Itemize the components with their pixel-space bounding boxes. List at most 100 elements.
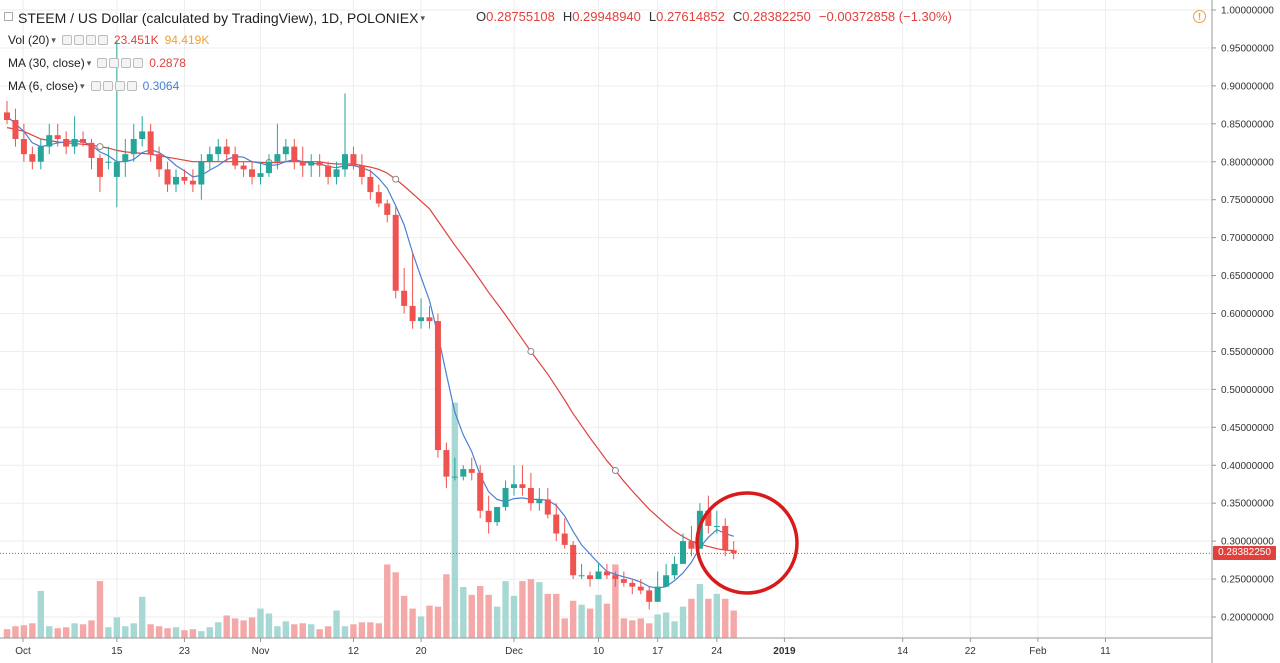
time-tick-label: 23 bbox=[179, 646, 191, 657]
candle-body bbox=[544, 499, 551, 515]
price-tick-label: 0.50000000 bbox=[1221, 385, 1274, 396]
price-axis[interactable]: 1.00000000 0.95000000 0.90000000 0.85000000… bbox=[1211, 0, 1274, 663]
volume-bar bbox=[451, 402, 459, 638]
volume-bar bbox=[713, 593, 720, 638]
time-tick-label: 24 bbox=[711, 646, 723, 657]
price-tick-label: 0.25000000 bbox=[1221, 575, 1274, 586]
ma6-indicator-row[interactable]: MA (6, close) ▾ 0.3064 bbox=[8, 77, 179, 95]
eye-icon[interactable] bbox=[97, 58, 108, 68]
close-icon[interactable] bbox=[126, 81, 137, 91]
more-icon[interactable] bbox=[114, 81, 125, 91]
symbol-title[interactable]: STEEM / US Dollar (calculated by Trading… bbox=[18, 10, 419, 26]
ma30-indicator-buttons bbox=[97, 58, 144, 68]
candle-body bbox=[80, 138, 87, 143]
volume-bar bbox=[696, 584, 704, 638]
volume-bar bbox=[324, 626, 332, 638]
candle-body bbox=[502, 488, 509, 507]
volume-bar bbox=[637, 618, 644, 638]
chevron-down-icon[interactable]: ▾ bbox=[420, 12, 425, 23]
close-icon[interactable] bbox=[133, 58, 144, 68]
ma30-marker bbox=[611, 467, 619, 475]
candle-body bbox=[595, 571, 602, 580]
volume-bar bbox=[308, 624, 315, 638]
ma30-marker bbox=[392, 175, 400, 183]
candle-body bbox=[206, 154, 213, 162]
candle-body bbox=[198, 161, 205, 185]
gear-icon[interactable] bbox=[73, 35, 84, 45]
candle-body bbox=[257, 173, 264, 177]
more-icon[interactable] bbox=[85, 35, 96, 45]
vol-indicator-row[interactable]: Vol (20) ▾ 23.451K 94.419K bbox=[8, 31, 209, 49]
time-axis[interactable]: Oct 15 23 Nov 12 20 Dec 10 17 24 2019 14 22 Feb 11 bbox=[0, 637, 1212, 657]
candle-body bbox=[325, 165, 332, 177]
ma30-value: 0.2878 bbox=[149, 56, 186, 70]
candle-body bbox=[223, 146, 230, 155]
candle-body bbox=[189, 180, 196, 185]
volume-bar bbox=[510, 595, 518, 638]
candle-body bbox=[54, 135, 61, 139]
eye-icon[interactable] bbox=[61, 35, 72, 45]
price-tick-label: 0.90000000 bbox=[1221, 81, 1274, 92]
candle-body bbox=[443, 450, 450, 477]
volume-bar bbox=[561, 618, 568, 638]
more-icon[interactable] bbox=[121, 58, 132, 68]
candle-body bbox=[561, 533, 568, 545]
price-tick-label: 0.40000000 bbox=[1221, 461, 1274, 472]
candle-body bbox=[418, 317, 425, 322]
volume-bars bbox=[3, 402, 737, 638]
volume-bar bbox=[595, 594, 602, 638]
gear-icon[interactable] bbox=[109, 58, 120, 68]
candle-body bbox=[527, 488, 534, 504]
candle-body bbox=[249, 169, 256, 177]
ma30-title[interactable]: MA (30, close) bbox=[8, 56, 85, 70]
gear-icon[interactable] bbox=[102, 81, 113, 91]
volume-bar bbox=[553, 593, 560, 638]
candle-body bbox=[646, 590, 653, 602]
ma30-indicator-row[interactable]: MA (30, close) ▾ 0.2878 bbox=[8, 54, 186, 72]
price-tick-label: 0.85000000 bbox=[1221, 119, 1274, 130]
volume-bar bbox=[113, 617, 121, 638]
volume-bar bbox=[646, 623, 653, 638]
price-tick-label: 0.30000000 bbox=[1221, 537, 1274, 548]
candle-body bbox=[553, 514, 560, 534]
volume-bar bbox=[122, 626, 129, 638]
volume-bar bbox=[88, 620, 95, 638]
volume-bar bbox=[46, 626, 53, 638]
ma6-title[interactable]: MA (6, close) bbox=[8, 79, 79, 93]
time-tick-label: 17 bbox=[652, 646, 664, 657]
volume-bar bbox=[722, 598, 729, 638]
volume-bar bbox=[79, 624, 87, 638]
vol-title[interactable]: Vol (20) bbox=[8, 33, 50, 47]
volume-bar bbox=[223, 615, 230, 638]
time-tick-label: Dec bbox=[505, 646, 523, 657]
candle-body bbox=[671, 563, 678, 576]
volume-bar bbox=[358, 622, 366, 638]
volume-bar bbox=[333, 610, 340, 638]
chevron-down-icon[interactable]: ▾ bbox=[86, 57, 92, 68]
chevron-down-icon[interactable]: ▾ bbox=[80, 80, 85, 91]
volume-bar bbox=[231, 618, 239, 638]
candle-body bbox=[713, 525, 720, 527]
candle-body bbox=[434, 321, 441, 451]
eye-icon[interactable] bbox=[90, 81, 101, 91]
price-tick-label: 0.65000000 bbox=[1221, 271, 1274, 282]
close-icon[interactable] bbox=[97, 35, 108, 45]
candle-body bbox=[350, 154, 357, 166]
candle-body bbox=[232, 154, 239, 166]
volume-bar bbox=[341, 626, 349, 638]
volume-bar bbox=[139, 596, 146, 638]
volume-bar bbox=[181, 630, 188, 638]
volume-bar bbox=[62, 627, 70, 638]
symbol-row[interactable]: STEEM / US Dollar (calculated by Trading… bbox=[18, 9, 425, 27]
chevron-down-icon[interactable]: ▾ bbox=[51, 34, 56, 45]
volume-bar bbox=[350, 624, 357, 638]
volume-bar bbox=[434, 606, 442, 638]
volume-bar bbox=[274, 626, 281, 638]
price-tick-label: 0.45000000 bbox=[1221, 423, 1274, 434]
volume-bar bbox=[620, 618, 628, 638]
price-tick-label: 0.80000000 bbox=[1221, 157, 1274, 168]
volume-bar bbox=[502, 581, 509, 638]
volume-bar bbox=[71, 623, 78, 638]
time-tick-label: 20 bbox=[415, 646, 427, 657]
